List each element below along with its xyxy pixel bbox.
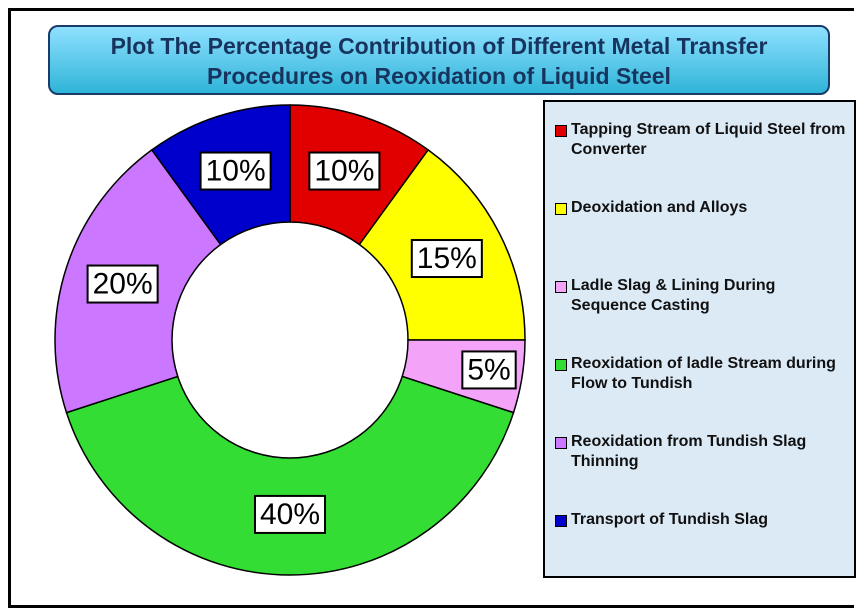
legend-entry: Reoxidation from Tundish Slag Thinning [555, 432, 854, 510]
legend-entry: Deoxidation and Alloys [555, 198, 854, 276]
label-box [253, 494, 327, 534]
data-label: 10% [206, 155, 266, 188]
legend-label: Deoxidation and Alloys [571, 199, 748, 216]
label-box [199, 151, 272, 191]
chart: 10% 15% 5% 40% 20% 10% [54, 104, 526, 576]
data-label: 40% [260, 498, 320, 531]
label-box [461, 350, 517, 390]
legend-swatch [555, 125, 567, 137]
legend-label: Ladle Slag & Lining During Sequence Cast… [571, 277, 776, 314]
data-label: 20% [93, 268, 153, 301]
legend-swatch [555, 359, 567, 371]
legend-label: Reoxidation of ladle Stream during Flow … [571, 355, 836, 392]
label-box [86, 264, 159, 304]
legend-swatch [555, 437, 567, 449]
label-box [410, 239, 483, 279]
data-label: 10% [314, 155, 374, 188]
legend-entry: Ladle Slag & Lining During Sequence Cast… [555, 276, 854, 354]
frame [8, 8, 854, 608]
legend: Tapping Stream of Liquid Steel from Conv… [543, 100, 856, 578]
legend-label: Tapping Stream of Liquid Steel from Conv… [571, 121, 846, 158]
legend-label: Reoxidation from Tundish Slag Thinning [571, 433, 807, 470]
chart-title: Plot The Percentage Contribution of Diff… [48, 25, 830, 95]
data-label: 5% [467, 353, 510, 386]
legend-entry: Reoxidation of ladle Stream during Flow … [555, 354, 854, 432]
legend-entry: Transport of Tundish Slag [555, 510, 854, 588]
legend-swatch [555, 203, 567, 215]
legend-label: Transport of Tundish Slag [571, 511, 769, 528]
data-label: 15% [417, 242, 477, 275]
label-box [308, 151, 381, 191]
legend-swatch [555, 515, 567, 527]
legend-swatch [555, 281, 567, 293]
slice [65, 375, 515, 576]
legend-entry: Tapping Stream of Liquid Steel from Conv… [555, 120, 854, 198]
